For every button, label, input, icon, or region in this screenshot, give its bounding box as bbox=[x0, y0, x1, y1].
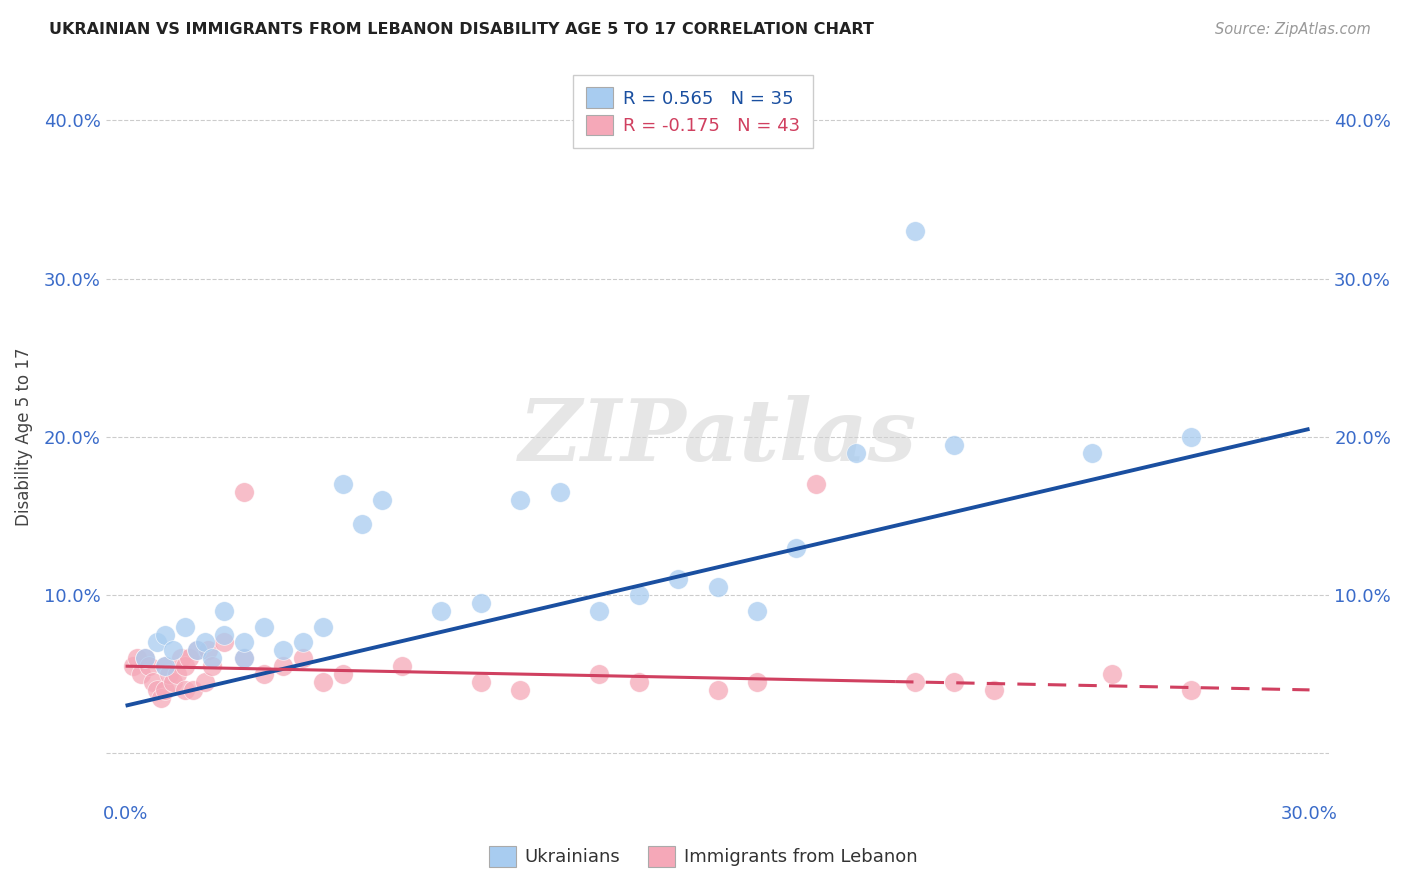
Point bbox=[212, 627, 235, 641]
Text: Source: ZipAtlas.com: Source: ZipAtlas.com bbox=[1215, 22, 1371, 37]
Point bbox=[162, 675, 184, 690]
Point bbox=[983, 682, 1005, 697]
Point bbox=[548, 485, 571, 500]
Point bbox=[253, 619, 276, 633]
Point bbox=[666, 572, 689, 586]
Point bbox=[134, 651, 156, 665]
Point bbox=[588, 604, 610, 618]
Point bbox=[157, 667, 180, 681]
Point bbox=[173, 682, 195, 697]
Point bbox=[706, 682, 728, 697]
Point bbox=[197, 643, 219, 657]
Point bbox=[127, 651, 149, 665]
Point bbox=[233, 635, 256, 649]
Point bbox=[292, 651, 315, 665]
Point bbox=[1180, 430, 1202, 444]
Point bbox=[509, 682, 531, 697]
Point bbox=[193, 675, 215, 690]
Point bbox=[131, 667, 153, 681]
Point bbox=[745, 604, 768, 618]
Point bbox=[153, 659, 176, 673]
Text: UKRAINIAN VS IMMIGRANTS FROM LEBANON DISABILITY AGE 5 TO 17 CORRELATION CHART: UKRAINIAN VS IMMIGRANTS FROM LEBANON DIS… bbox=[49, 22, 875, 37]
Point bbox=[745, 675, 768, 690]
Point bbox=[588, 667, 610, 681]
Point bbox=[173, 659, 195, 673]
Point bbox=[150, 690, 173, 705]
Point bbox=[785, 541, 807, 555]
Y-axis label: Disability Age 5 to 17: Disability Age 5 to 17 bbox=[15, 348, 32, 526]
Point bbox=[470, 596, 492, 610]
Point bbox=[273, 643, 295, 657]
Point bbox=[904, 675, 927, 690]
Point bbox=[904, 224, 927, 238]
Point bbox=[253, 667, 276, 681]
Point bbox=[193, 635, 215, 649]
Point bbox=[233, 651, 256, 665]
Point bbox=[153, 659, 176, 673]
Point bbox=[706, 580, 728, 594]
Point bbox=[806, 477, 828, 491]
Legend: Ukrainians, Immigrants from Lebanon: Ukrainians, Immigrants from Lebanon bbox=[481, 838, 925, 874]
Point bbox=[845, 445, 868, 459]
Point bbox=[153, 627, 176, 641]
Point bbox=[509, 493, 531, 508]
Point bbox=[1101, 667, 1123, 681]
Point bbox=[273, 659, 295, 673]
Point bbox=[212, 604, 235, 618]
Point bbox=[627, 588, 650, 602]
Point bbox=[352, 516, 374, 531]
Point bbox=[312, 675, 335, 690]
Point bbox=[166, 667, 188, 681]
Point bbox=[134, 651, 156, 665]
Point bbox=[201, 651, 224, 665]
Point bbox=[212, 635, 235, 649]
Point bbox=[142, 675, 165, 690]
Point bbox=[122, 659, 145, 673]
Point bbox=[430, 604, 453, 618]
Point bbox=[146, 682, 169, 697]
Point bbox=[627, 675, 650, 690]
Point bbox=[943, 438, 966, 452]
Point bbox=[292, 635, 315, 649]
Point bbox=[470, 675, 492, 690]
Point bbox=[177, 651, 200, 665]
Text: ZIPatlas: ZIPatlas bbox=[519, 395, 917, 478]
Point bbox=[153, 682, 176, 697]
Point bbox=[162, 643, 184, 657]
Point bbox=[173, 619, 195, 633]
Point bbox=[1180, 682, 1202, 697]
Point bbox=[332, 477, 354, 491]
Point bbox=[332, 667, 354, 681]
Point bbox=[181, 682, 204, 697]
Point bbox=[233, 651, 256, 665]
Point bbox=[186, 643, 208, 657]
Point bbox=[138, 659, 160, 673]
Legend: R = 0.565   N = 35, R = -0.175   N = 43: R = 0.565 N = 35, R = -0.175 N = 43 bbox=[572, 75, 813, 148]
Point bbox=[186, 643, 208, 657]
Point bbox=[391, 659, 413, 673]
Point bbox=[201, 659, 224, 673]
Point bbox=[1081, 445, 1104, 459]
Point bbox=[146, 635, 169, 649]
Point bbox=[170, 651, 193, 665]
Point bbox=[233, 485, 256, 500]
Point bbox=[943, 675, 966, 690]
Point bbox=[312, 619, 335, 633]
Point bbox=[371, 493, 394, 508]
